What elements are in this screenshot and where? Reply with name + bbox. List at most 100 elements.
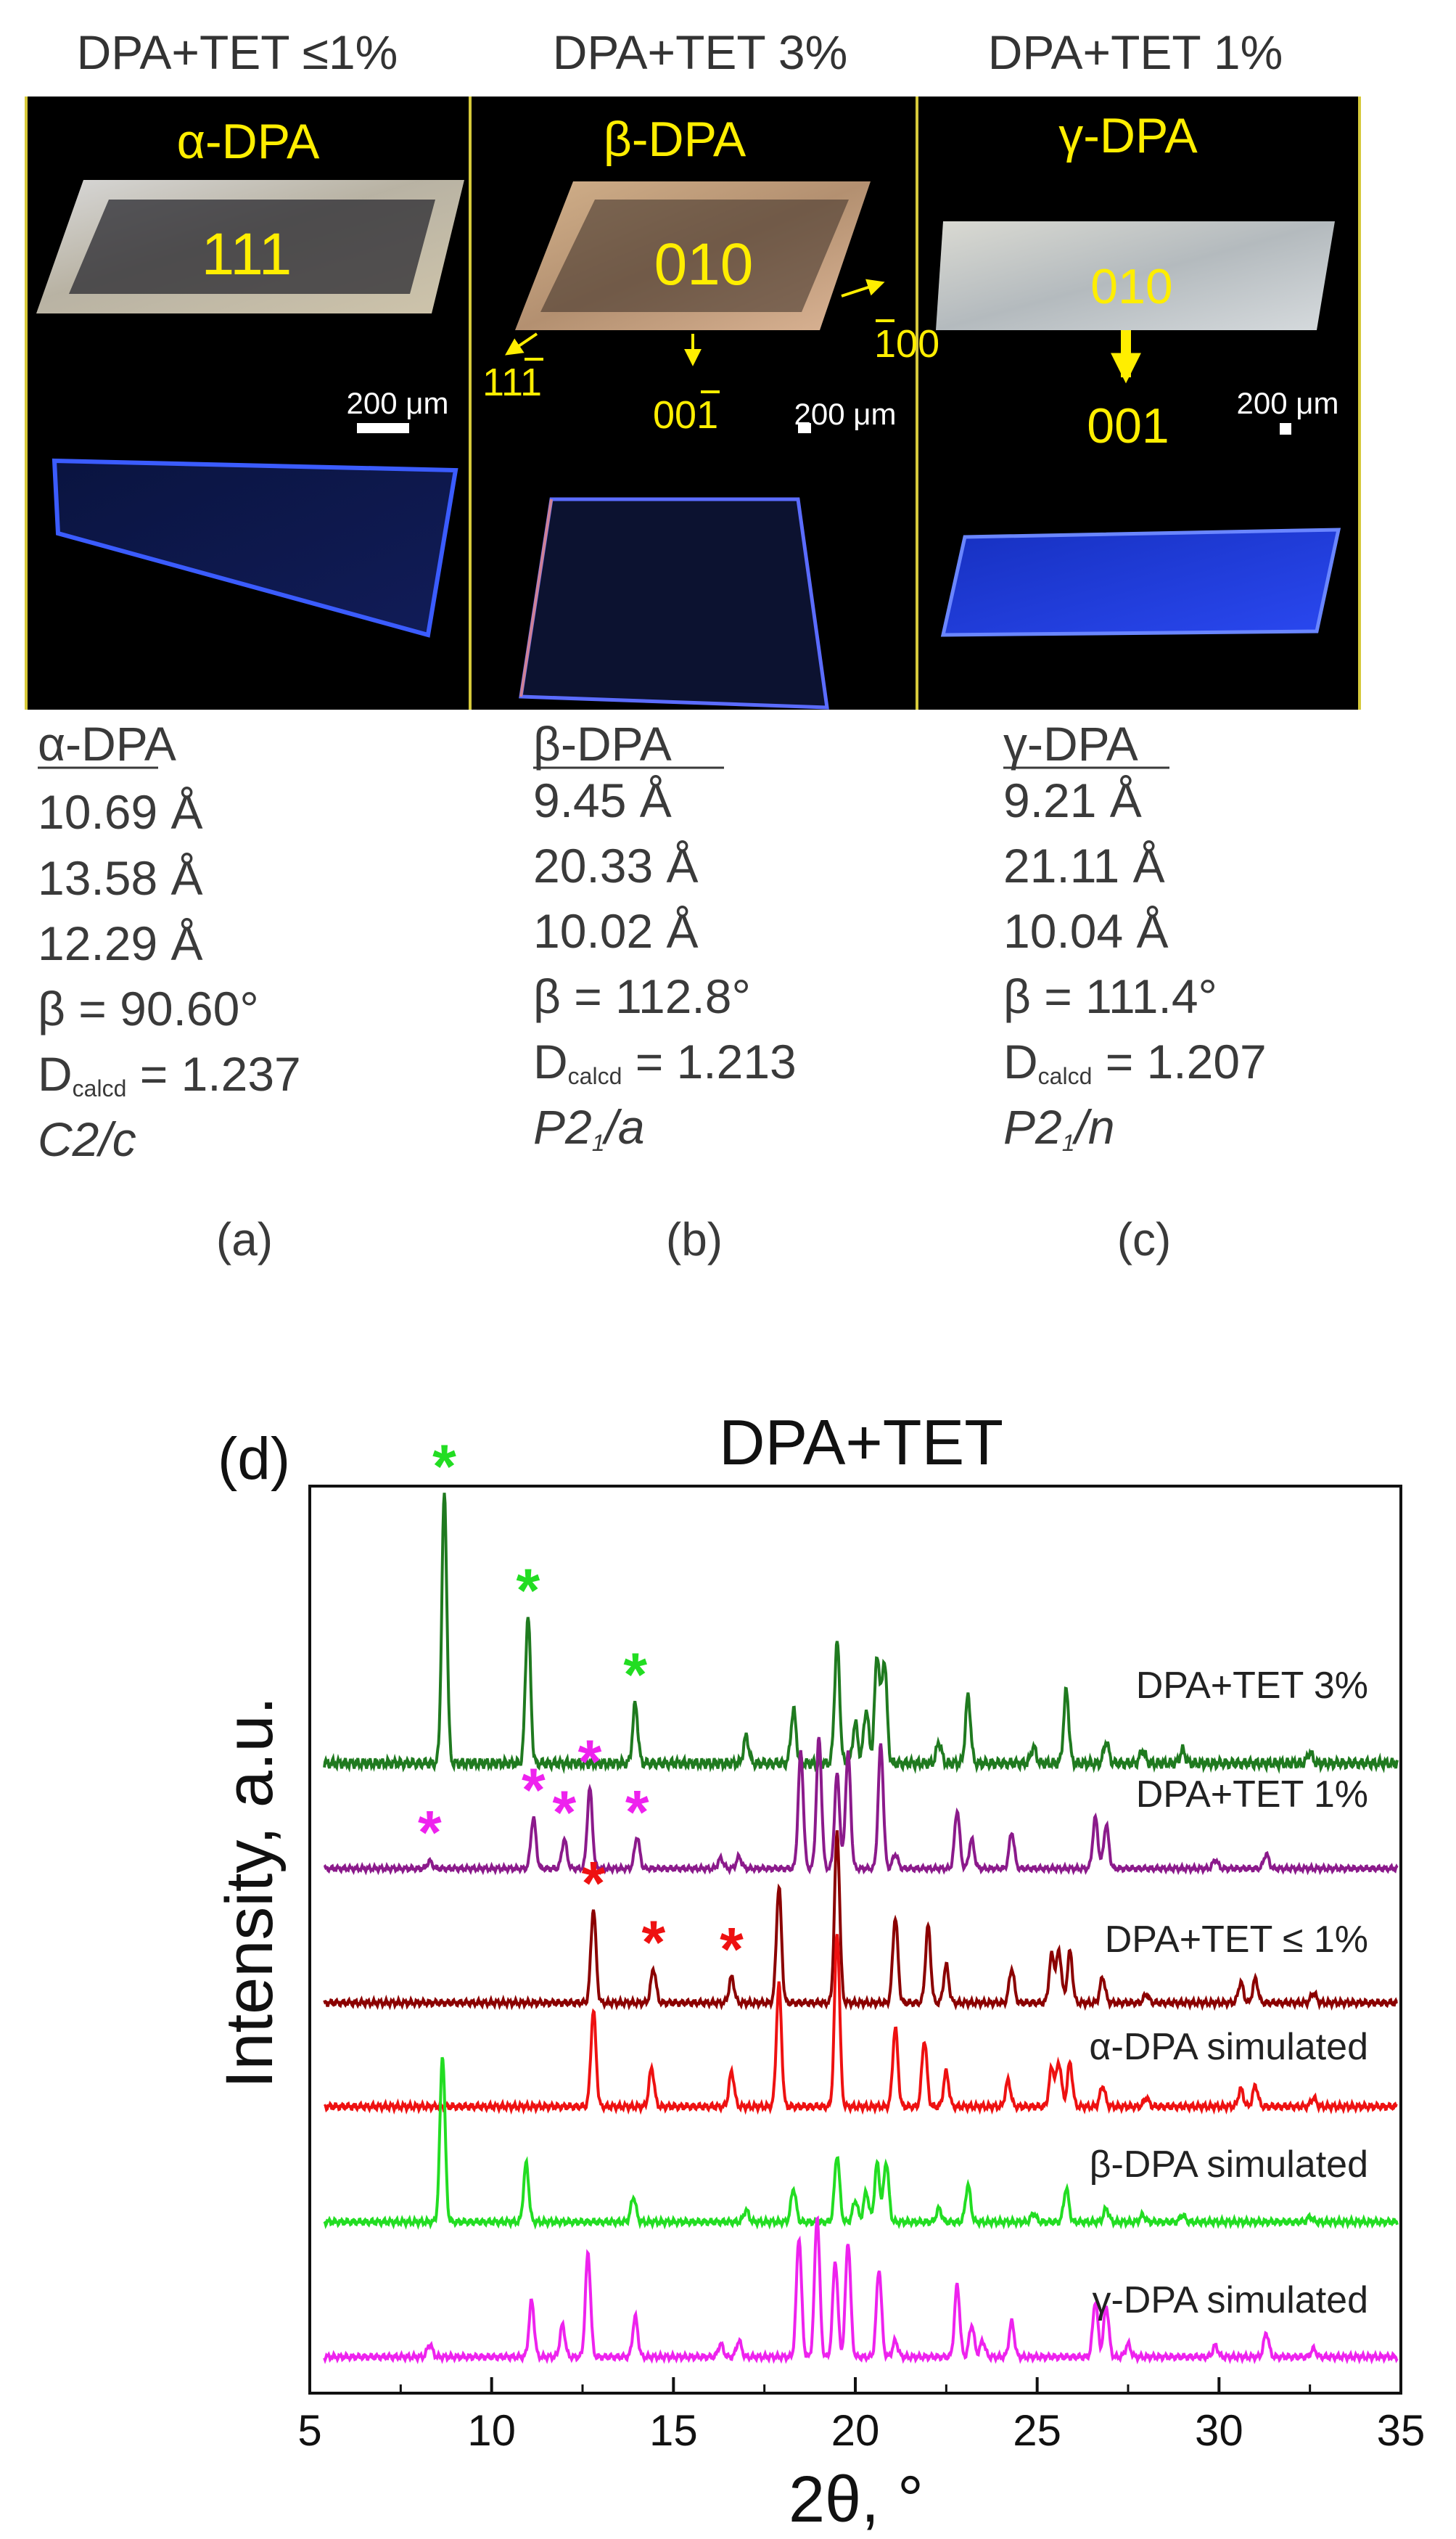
lattice-a-a: 10.69 Å xyxy=(38,785,203,839)
series-label: γ-DPA simulated xyxy=(1092,2279,1368,2321)
series-line xyxy=(323,2056,1399,2231)
peak-marker: * xyxy=(641,1908,665,1976)
x-tick-label: 25 xyxy=(1013,2406,1061,2455)
facet-label-b-111: 111 xyxy=(482,361,542,404)
photo-label-c: γ-DPA xyxy=(1058,108,1198,163)
series-label: β-DPA simulated xyxy=(1090,2144,1368,2186)
series-line xyxy=(323,1934,1398,2115)
series-line xyxy=(323,1736,1399,1876)
peak-marker: * xyxy=(516,1556,540,1625)
x-tick-label: 5 xyxy=(297,2406,321,2455)
series-group: DPA+TET ≤ 1% * * * xyxy=(323,1830,1399,2011)
series-group: DPA+TET 1%** *** xyxy=(323,1728,1399,1876)
series-label: α-DPA simulated xyxy=(1089,2026,1368,2068)
props-b: β-DPA 9.45 Å 20.33 Å 10.02 Å β = 112.8° … xyxy=(533,717,797,1266)
density-c: Dcalcd = 1.207 xyxy=(1003,1035,1267,1089)
series-line xyxy=(323,2215,1399,2365)
panel-letter-b: (b) xyxy=(666,1213,723,1266)
density-a: Dcalcd = 1.237 xyxy=(38,1047,301,1102)
density-b: Dcalcd = 1.213 xyxy=(533,1035,797,1089)
peak-marker: * xyxy=(582,1849,606,1917)
facet-label-a-111: 111 xyxy=(202,221,292,287)
photo-panel-a: α-DPA 111 200 μm xyxy=(36,114,464,638)
peak-marker: * xyxy=(720,1915,744,1983)
props-title-a: α-DPA xyxy=(38,717,176,771)
facet-label-b-001: 001 xyxy=(653,393,718,437)
series-layer: DPA+TET 3%***DPA+TET 1%** ***DPA+TET ≤ 1%… xyxy=(323,1432,1399,2365)
scale-label-b: 200 μm xyxy=(794,397,897,431)
x-tick-label: 10 xyxy=(467,2406,516,2455)
scale-label-a: 200 μm xyxy=(347,386,449,420)
props-title-c: γ-DPA xyxy=(1003,717,1138,771)
series-group: α-DPA simulated xyxy=(323,1934,1398,2115)
chart-x-label: 2θ, ° xyxy=(789,2464,924,2536)
series-line xyxy=(323,1493,1399,1774)
facet-label-c-001: 001 xyxy=(1087,398,1169,454)
peak-marker: * xyxy=(418,1798,442,1866)
arrow-b-111 xyxy=(505,332,538,356)
x-tick-label: 30 xyxy=(1195,2406,1243,2455)
props-c: γ-DPA 9.21 Å 21.11 Å 10.04 Å β = 111.4° … xyxy=(1003,717,1267,1266)
space-group-b: P21/a xyxy=(533,1100,645,1156)
lattice-c-a: 12.29 Å xyxy=(38,916,203,970)
lattice-a-c: 9.21 Å xyxy=(1003,774,1142,827)
pxrd-chart: (d) DPA+TET Intensity, a.u. DPA+TET 3%**… xyxy=(213,1406,1425,2536)
crystal-inner-b xyxy=(540,200,849,312)
arrow-b-100 xyxy=(841,279,885,298)
series-group: β-DPA simulated xyxy=(323,2056,1399,2231)
chart-y-label: Intensity, a.u. xyxy=(213,1697,287,2088)
series-label: DPA+TET 3% xyxy=(1136,1665,1368,1707)
lattice-b-c: 21.11 Å xyxy=(1003,839,1165,893)
panel-letter-a: (a) xyxy=(216,1213,273,1266)
facet-label-b-010: 010 xyxy=(654,231,754,298)
photo-panel-b: β-DPA 010 100 111 001 200 μm xyxy=(482,112,939,710)
lattice-b-b: 20.33 Å xyxy=(533,839,699,893)
x-axis: 5 10 15 20 25 30 35 xyxy=(297,2377,1425,2455)
x-tick-label: 35 xyxy=(1377,2406,1426,2455)
lattice-b-a: 13.58 Å xyxy=(38,851,203,905)
peak-marker: * xyxy=(623,1640,647,1708)
photo-label-b: β-DPA xyxy=(604,112,746,167)
peak-marker: * xyxy=(432,1432,456,1500)
scale-bar-c xyxy=(1280,423,1291,435)
beta-angle-a: β = 90.60° xyxy=(38,982,259,1035)
crystal-uv-c xyxy=(940,528,1341,637)
crystal-visible-c xyxy=(936,221,1335,330)
peak-marker: * xyxy=(578,1728,602,1796)
series-label: DPA+TET 1% xyxy=(1136,1773,1368,1816)
scale-label-c: 200 μm xyxy=(1237,386,1339,420)
beta-angle-b: β = 112.8° xyxy=(533,969,751,1023)
beta-angle-c: β = 111.4° xyxy=(1003,969,1217,1023)
scale-bar-b xyxy=(798,423,811,433)
chart-panel-letter: (d) xyxy=(218,1426,290,1492)
condition-label-a: DPA+TET ≤1% xyxy=(77,25,398,79)
condition-label-b: DPA+TET 3% xyxy=(553,25,848,79)
series-group: γ-DPA simulated xyxy=(323,2215,1399,2365)
crystal-inner-a xyxy=(69,200,435,294)
facet-label-b-100: 100 xyxy=(874,322,939,366)
peak-marker: * xyxy=(553,1778,577,1846)
series-label: DPA+TET ≤ 1% xyxy=(1105,1919,1368,1961)
photo-panels: α-DPA 111 200 μm β-DPA 010 100 111 001 2… xyxy=(25,97,1361,710)
crystal-uv-b-edge xyxy=(519,499,553,697)
props-a: α-DPA 10.69 Å 13.58 Å 12.29 Å β = 90.60°… xyxy=(38,717,301,1266)
panel-letter-c: (c) xyxy=(1117,1213,1172,1266)
scale-bar-a xyxy=(357,423,409,433)
crystal-uv-b xyxy=(519,497,829,710)
props-title-b: β-DPA xyxy=(533,717,672,771)
peak-marker: * xyxy=(522,1755,546,1824)
space-group-a: C2/c xyxy=(38,1112,136,1166)
chart-title: DPA+TET xyxy=(719,1406,1003,1478)
crystal-uv-a xyxy=(52,458,458,638)
series-group: DPA+TET 3% * * * xyxy=(323,1432,1399,1774)
series-line xyxy=(323,1830,1399,2011)
x-tick-label: 15 xyxy=(649,2406,698,2455)
lattice-c-b: 10.02 Å xyxy=(533,904,699,958)
condition-label-c: DPA+TET 1% xyxy=(988,25,1283,79)
lattice-a-b: 9.45 Å xyxy=(533,774,672,827)
space-group-c: P21/n xyxy=(1003,1100,1115,1156)
lattice-c-c: 10.04 Å xyxy=(1003,904,1169,958)
x-tick-label: 20 xyxy=(831,2406,880,2455)
peak-marker: * xyxy=(625,1778,649,1846)
